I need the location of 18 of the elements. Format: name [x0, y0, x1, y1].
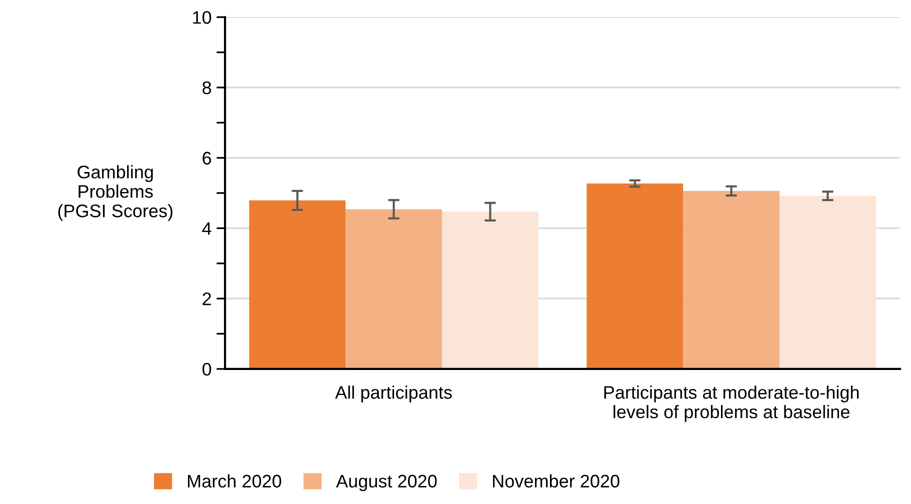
y-tick-label: 4: [202, 222, 212, 235]
bar: [442, 212, 538, 369]
bar: [346, 209, 442, 369]
legend-label: November 2020: [493, 474, 620, 488]
y-tick-label: 10: [193, 11, 212, 24]
legend-label: August 2020: [336, 474, 437, 492]
legend-label: March 2020: [188, 474, 282, 488]
bar: [586, 184, 684, 369]
y-axis-title: Gambling Problems (PGSI Scores): [58, 165, 172, 221]
y-tick-label: 8: [202, 81, 212, 94]
bar: [249, 200, 346, 369]
bar: [780, 196, 876, 369]
y-tick-label: 2: [202, 292, 211, 306]
bar: [683, 190, 780, 369]
y-tick-label: 6: [202, 152, 212, 165]
x-tick-label: All participants: [335, 386, 452, 402]
x-tick-label: Participants at moderate-to-high levels of problems at baseline: [604, 386, 859, 422]
y-tick-label: 0: [202, 362, 212, 376]
